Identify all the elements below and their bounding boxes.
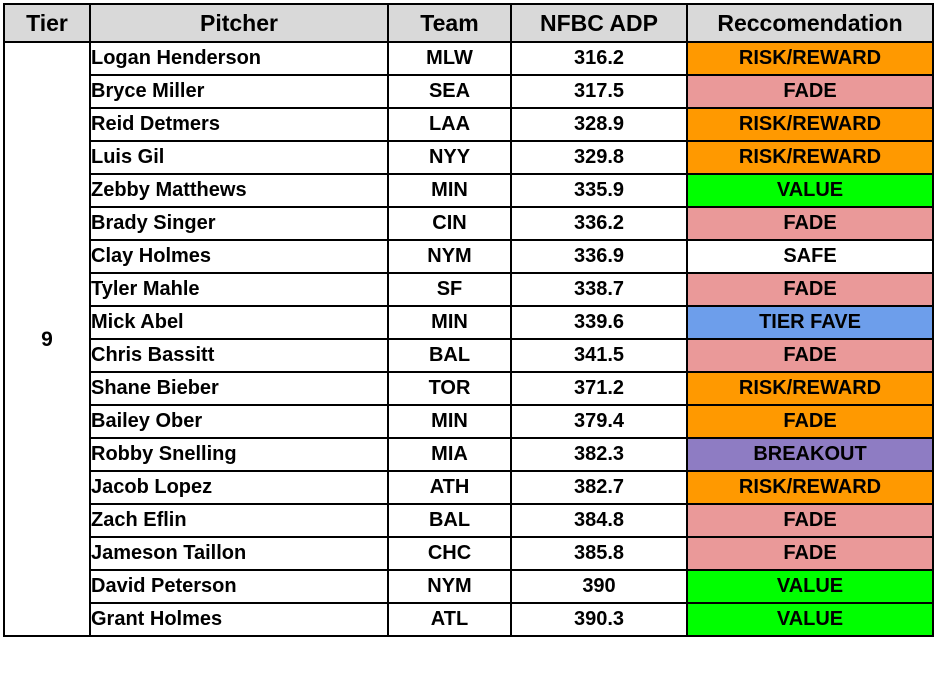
header-pitcher[interactable]: Pitcher	[89, 3, 389, 43]
pitcher-name-cell[interactable]: Robby Snelling	[89, 437, 389, 472]
nfbc-adp-cell[interactable]: 341.5	[510, 338, 688, 373]
team-cell[interactable]: MIA	[387, 437, 512, 472]
team-cell[interactable]: MLW	[387, 41, 512, 76]
recommendation-cell[interactable]: VALUE	[686, 569, 934, 604]
table-row: Shane Bieber TOR 371.2 RISK/REWARD	[4, 371, 934, 406]
table-row: Chris Bassitt BAL 341.5 FADE	[4, 338, 934, 373]
nfbc-adp-cell[interactable]: 317.5	[510, 74, 688, 109]
recommendation-cell[interactable]: VALUE	[686, 173, 934, 208]
pitcher-rankings-table: Tier Pitcher Team NFBC ADP Reccomendatio…	[3, 3, 934, 637]
pitcher-name-cell[interactable]: Luis Gil	[89, 140, 389, 175]
table-row: Reid Detmers LAA 328.9 RISK/REWARD	[4, 107, 934, 142]
nfbc-adp-cell[interactable]: 339.6	[510, 305, 688, 340]
table-row: Zach Eflin BAL 384.8 FADE	[4, 503, 934, 538]
table-body: 9 Logan Henderson MLW 316.2 RISK/REWARD Bryce…	[3, 41, 934, 637]
pitcher-name-cell[interactable]: Mick Abel	[89, 305, 389, 340]
pitcher-name-cell[interactable]: Brady Singer	[89, 206, 389, 241]
team-cell[interactable]: CHC	[387, 536, 512, 571]
nfbc-adp-cell[interactable]: 390.3	[510, 602, 688, 637]
table-row: Jacob Lopez ATH 382.7 RISK/REWARD	[4, 470, 934, 505]
table-row: Tyler Mahle SF 338.7 FADE	[4, 272, 934, 307]
team-cell[interactable]: ATH	[387, 470, 512, 505]
team-cell[interactable]: LAA	[387, 107, 512, 142]
pitcher-name-cell[interactable]: David Peterson	[89, 569, 389, 604]
table-row: Luis Gil NYY 329.8 RISK/REWARD	[4, 140, 934, 175]
table-row: Robby Snelling MIA 382.3 BREAKOUT	[4, 437, 934, 472]
nfbc-adp-cell[interactable]: 335.9	[510, 173, 688, 208]
recommendation-cell[interactable]: RISK/REWARD	[686, 140, 934, 175]
header-row: Tier Pitcher Team NFBC ADP Reccomendatio…	[3, 3, 934, 43]
recommendation-cell[interactable]: FADE	[686, 338, 934, 373]
pitcher-name-cell[interactable]: Bryce Miller	[89, 74, 389, 109]
nfbc-adp-cell[interactable]: 379.4	[510, 404, 688, 439]
team-cell[interactable]: NYY	[387, 140, 512, 175]
recommendation-cell[interactable]: RISK/REWARD	[686, 371, 934, 406]
table-row: Zebby Matthews MIN 335.9 VALUE	[4, 173, 934, 208]
recommendation-cell[interactable]: RISK/REWARD	[686, 470, 934, 505]
team-cell[interactable]: ATL	[387, 602, 512, 637]
pitcher-name-cell[interactable]: Shane Bieber	[89, 371, 389, 406]
recommendation-cell[interactable]: BREAKOUT	[686, 437, 934, 472]
table-row: Bailey Ober MIN 379.4 FADE	[4, 404, 934, 439]
recommendation-cell[interactable]: TIER FAVE	[686, 305, 934, 340]
pitcher-name-cell[interactable]: Bailey Ober	[89, 404, 389, 439]
nfbc-adp-cell[interactable]: 382.7	[510, 470, 688, 505]
nfbc-adp-cell[interactable]: 385.8	[510, 536, 688, 571]
nfbc-adp-cell[interactable]: 338.7	[510, 272, 688, 307]
recommendation-cell[interactable]: VALUE	[686, 602, 934, 637]
nfbc-adp-cell[interactable]: 328.9	[510, 107, 688, 142]
recommendation-cell[interactable]: RISK/REWARD	[686, 41, 934, 76]
recommendation-cell[interactable]: FADE	[686, 272, 934, 307]
team-cell[interactable]: CIN	[387, 206, 512, 241]
recommendation-cell[interactable]: FADE	[686, 206, 934, 241]
table-row: Clay Holmes NYM 336.9 SAFE	[4, 239, 934, 274]
header-recommendation[interactable]: Reccomendation	[686, 3, 934, 43]
table-row: 9 Logan Henderson MLW 316.2 RISK/REWARD	[3, 41, 934, 637]
team-cell[interactable]: SF	[387, 272, 512, 307]
table-row: Bryce Miller SEA 317.5 FADE	[4, 74, 934, 109]
pitcher-name-cell[interactable]: Zebby Matthews	[89, 173, 389, 208]
nfbc-adp-cell[interactable]: 336.2	[510, 206, 688, 241]
nfbc-adp-cell[interactable]: 329.8	[510, 140, 688, 175]
nfbc-adp-cell[interactable]: 316.2	[510, 41, 688, 76]
pitcher-name-cell[interactable]: Chris Bassitt	[89, 338, 389, 373]
tier-cell[interactable]: 9	[3, 41, 91, 637]
team-cell[interactable]: BAL	[387, 503, 512, 538]
nfbc-adp-cell[interactable]: 384.8	[510, 503, 688, 538]
pitcher-name-cell[interactable]: Tyler Mahle	[89, 272, 389, 307]
recommendation-cell[interactable]: RISK/REWARD	[686, 107, 934, 142]
team-cell[interactable]: MIN	[387, 305, 512, 340]
header-team[interactable]: Team	[387, 3, 512, 43]
pitcher-name-cell[interactable]: Jacob Lopez	[89, 470, 389, 505]
nfbc-adp-cell[interactable]: 336.9	[510, 239, 688, 274]
nfbc-adp-cell[interactable]: 382.3	[510, 437, 688, 472]
table-row: Jameson Taillon CHC 385.8 FADE	[4, 536, 934, 571]
team-cell[interactable]: TOR	[387, 371, 512, 406]
pitcher-name-cell[interactable]: Clay Holmes	[89, 239, 389, 274]
table-row: Mick Abel MIN 339.6 TIER FAVE	[4, 305, 934, 340]
team-cell[interactable]: NYM	[387, 239, 512, 274]
pitcher-name-cell[interactable]: Grant Holmes	[89, 602, 389, 637]
header-tier[interactable]: Tier	[3, 3, 91, 43]
pitcher-name-cell[interactable]: Logan Henderson	[89, 41, 389, 76]
pitcher-name-cell[interactable]: Zach Eflin	[89, 503, 389, 538]
nfbc-adp-cell[interactable]: 390	[510, 569, 688, 604]
team-cell[interactable]: NYM	[387, 569, 512, 604]
table-row: Grant Holmes ATL 390.3 VALUE	[4, 602, 934, 637]
pitcher-name-cell[interactable]: Jameson Taillon	[89, 536, 389, 571]
team-cell[interactable]: BAL	[387, 338, 512, 373]
recommendation-cell[interactable]: SAFE	[686, 239, 934, 274]
team-cell[interactable]: SEA	[387, 74, 512, 109]
header-nfbc-adp[interactable]: NFBC ADP	[510, 3, 688, 43]
recommendation-cell[interactable]: FADE	[686, 404, 934, 439]
recommendation-cell[interactable]: FADE	[686, 536, 934, 571]
recommendation-cell[interactable]: FADE	[686, 503, 934, 538]
table-row: David Peterson NYM 390 VALUE	[4, 569, 934, 604]
nfbc-adp-cell[interactable]: 371.2	[510, 371, 688, 406]
team-cell[interactable]: MIN	[387, 404, 512, 439]
pitcher-name-cell[interactable]: Reid Detmers	[89, 107, 389, 142]
team-cell[interactable]: MIN	[387, 173, 512, 208]
recommendation-cell[interactable]: FADE	[686, 74, 934, 109]
table-row: Brady Singer CIN 336.2 FADE	[4, 206, 934, 241]
